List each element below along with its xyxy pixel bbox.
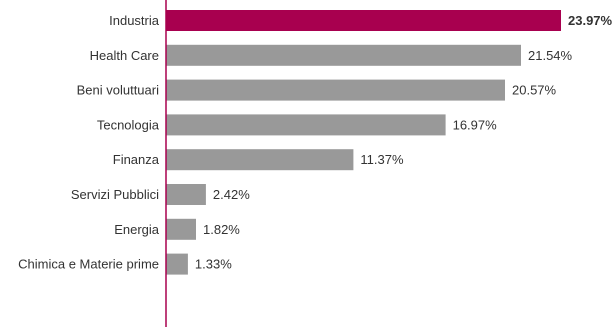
value-label: 1.33%	[195, 257, 232, 272]
category-label: Industria	[109, 13, 160, 28]
category-label: Tecnologia	[97, 117, 160, 132]
value-label: 23.97%	[568, 13, 613, 28]
bar-7	[166, 253, 188, 275]
bar-4	[166, 149, 354, 171]
bar-3	[166, 114, 446, 136]
category-label: Energia	[114, 222, 160, 237]
category-label: Beni voluttuari	[77, 83, 159, 98]
value-label: 20.57%	[512, 83, 557, 98]
value-label: 11.37%	[360, 152, 404, 167]
category-label: Chimica e Materie prime	[18, 257, 159, 272]
bars-group: Industria 23.97% Health Care 21.54% Beni vol…	[18, 10, 613, 275]
bar-1	[166, 44, 521, 66]
category-label: Health Care	[90, 48, 159, 63]
bar-2	[166, 79, 505, 101]
bar-0	[166, 10, 561, 31]
value-label: 21.54%	[528, 48, 573, 63]
bar-5	[166, 184, 206, 205]
value-label: 1.82%	[203, 222, 240, 237]
category-label: Servizi Pubblici	[71, 187, 159, 202]
category-label: Finanza	[113, 152, 160, 167]
bar-6	[166, 218, 196, 240]
value-label: 16.97%	[453, 117, 498, 132]
value-label: 2.42%	[213, 187, 250, 202]
